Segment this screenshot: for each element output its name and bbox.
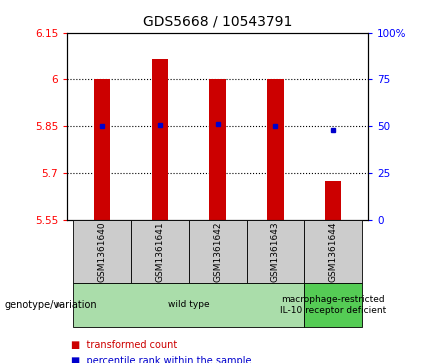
Bar: [131, 220, 189, 283]
Text: GSM1361640: GSM1361640: [97, 221, 107, 282]
Bar: [94, 79, 110, 220]
Text: GSM1361644: GSM1361644: [329, 221, 338, 282]
Bar: [304, 283, 362, 327]
Bar: [325, 181, 342, 220]
Text: macrophage-restricted
IL-10 receptor deficient: macrophage-restricted IL-10 receptor def…: [280, 295, 386, 315]
Text: GSM1361642: GSM1361642: [213, 221, 222, 282]
Text: ■  transformed count: ■ transformed count: [71, 340, 178, 350]
Bar: [73, 283, 304, 327]
Bar: [267, 79, 284, 220]
Text: GSM1361643: GSM1361643: [271, 221, 280, 282]
Text: ■  percentile rank within the sample: ■ percentile rank within the sample: [71, 356, 252, 363]
Bar: [246, 220, 304, 283]
Title: GDS5668 / 10543791: GDS5668 / 10543791: [143, 15, 292, 29]
Bar: [73, 220, 131, 283]
Bar: [304, 220, 362, 283]
Bar: [210, 79, 226, 220]
Text: wild type: wild type: [168, 301, 210, 309]
Text: genotype/variation: genotype/variation: [4, 300, 97, 310]
Bar: [152, 59, 168, 220]
Text: GSM1361641: GSM1361641: [155, 221, 164, 282]
Bar: [189, 220, 246, 283]
